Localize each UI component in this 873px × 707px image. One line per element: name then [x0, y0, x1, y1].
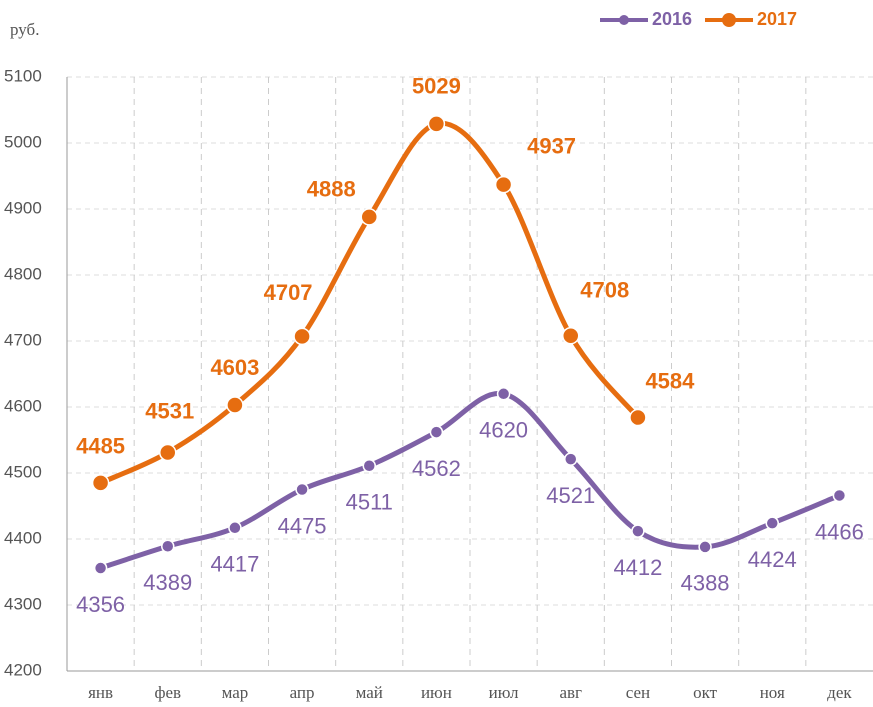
- data-label: 4475: [278, 513, 327, 538]
- data-label: 4485: [76, 434, 125, 459]
- legend-label: 2017: [757, 9, 797, 29]
- unit-label: руб.: [10, 20, 39, 39]
- point: [629, 408, 647, 427]
- x-tick-label: июн: [421, 683, 452, 702]
- x-tick-label: авг: [559, 683, 582, 702]
- y-tick-label: 4300: [4, 594, 42, 613]
- legend-label: 2016: [652, 9, 692, 29]
- point: [496, 387, 511, 401]
- point: [427, 115, 446, 133]
- y-tick-label: 5100: [4, 66, 42, 85]
- legend-marker: [722, 13, 736, 27]
- data-label: 4466: [815, 519, 864, 544]
- point: [562, 326, 580, 345]
- y-tick-label: 4800: [4, 264, 42, 283]
- point: [295, 482, 309, 497]
- point: [161, 539, 175, 554]
- data-label: 4417: [210, 552, 259, 577]
- y-tick-label: 4900: [4, 198, 42, 217]
- point: [226, 396, 244, 414]
- point: [159, 443, 177, 462]
- point: [564, 452, 578, 466]
- y-tick-label: 4200: [4, 660, 42, 679]
- point: [293, 327, 311, 346]
- data-label: 4708: [580, 278, 629, 303]
- point: [91, 474, 110, 492]
- y-tick-label: 4700: [4, 330, 42, 349]
- data-label: 4707: [264, 280, 313, 305]
- point: [362, 458, 376, 473]
- point: [698, 540, 712, 554]
- x-tick-label: апр: [290, 683, 315, 702]
- series-line: [99, 120, 640, 486]
- data-label: 4937: [527, 133, 576, 158]
- data-label: 4521: [546, 483, 595, 508]
- point: [832, 488, 847, 503]
- data-label: 4531: [145, 398, 194, 423]
- data-label: 4511: [346, 490, 393, 515]
- x-tick-label: май: [356, 683, 383, 702]
- x-tick-label: мар: [222, 683, 249, 702]
- x-tick-label: фев: [154, 683, 181, 702]
- y-tick-label: 4500: [4, 462, 42, 481]
- point: [765, 516, 779, 530]
- data-label: 4412: [613, 555, 662, 580]
- y-tick-label: 4400: [4, 528, 42, 547]
- data-label: 4424: [748, 547, 797, 572]
- x-tick-label: дек: [827, 683, 852, 702]
- x-tick-label: июл: [489, 683, 519, 702]
- x-tick-label: янв: [88, 683, 113, 702]
- x-tick-label: окт: [693, 683, 718, 702]
- data-label: 4888: [307, 177, 356, 202]
- data-label: 4389: [143, 570, 192, 595]
- data-label: 4388: [681, 571, 730, 596]
- point: [494, 175, 513, 194]
- data-label: 5029: [412, 74, 461, 99]
- point: [93, 561, 108, 575]
- y-tick-label: 5000: [4, 132, 42, 151]
- data-label: 4584: [645, 368, 695, 393]
- point: [631, 524, 645, 538]
- legend-marker: [619, 15, 629, 25]
- data-label: 4356: [76, 592, 125, 617]
- y-tick-label: 4600: [4, 396, 42, 415]
- data-label: 4562: [412, 456, 461, 481]
- point: [360, 208, 378, 226]
- data-label: 4620: [479, 418, 528, 443]
- point: [429, 425, 444, 439]
- data-label: 4603: [210, 355, 259, 380]
- point: [228, 521, 242, 535]
- x-tick-label: сен: [626, 683, 650, 702]
- x-tick-label: ноя: [760, 683, 785, 702]
